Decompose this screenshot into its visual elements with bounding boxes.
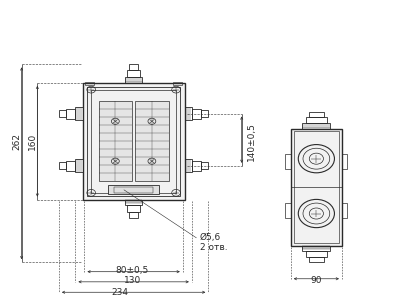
- Bar: [127, 70, 140, 77]
- Bar: [309, 257, 324, 262]
- Bar: [192, 109, 201, 119]
- Bar: [135, 101, 169, 181]
- Bar: [302, 246, 331, 251]
- Bar: [342, 203, 347, 218]
- Bar: [125, 77, 142, 83]
- Bar: [85, 82, 94, 85]
- Bar: [91, 90, 176, 193]
- Bar: [192, 161, 201, 171]
- Bar: [75, 107, 83, 120]
- Bar: [185, 107, 192, 120]
- Bar: [125, 200, 142, 205]
- Bar: [129, 64, 138, 70]
- Bar: [306, 117, 327, 123]
- Bar: [59, 110, 66, 117]
- Bar: [75, 159, 83, 172]
- Bar: [185, 159, 192, 172]
- Bar: [291, 129, 342, 246]
- Bar: [201, 110, 208, 117]
- Bar: [294, 131, 339, 243]
- Text: Ø5,6: Ø5,6: [200, 233, 221, 243]
- Bar: [285, 154, 291, 169]
- Text: 2 отв.: 2 отв.: [200, 243, 227, 252]
- Text: 262: 262: [13, 133, 21, 150]
- Bar: [201, 162, 208, 169]
- Bar: [306, 251, 327, 257]
- Bar: [285, 203, 291, 218]
- Bar: [127, 205, 140, 212]
- Text: 160: 160: [28, 133, 37, 150]
- Bar: [66, 161, 75, 171]
- Bar: [108, 185, 159, 194]
- Bar: [59, 162, 66, 169]
- Bar: [83, 83, 185, 200]
- Text: 80±0,5: 80±0,5: [116, 266, 149, 275]
- Bar: [342, 154, 347, 169]
- Bar: [66, 109, 75, 119]
- Text: 130: 130: [124, 276, 141, 286]
- Bar: [99, 101, 132, 181]
- Bar: [87, 87, 180, 196]
- Bar: [129, 212, 138, 218]
- Bar: [302, 123, 331, 129]
- Text: 90: 90: [310, 276, 322, 286]
- Text: 140±0,5: 140±0,5: [247, 122, 256, 161]
- Bar: [309, 112, 324, 117]
- Text: 234: 234: [111, 288, 129, 297]
- Bar: [114, 187, 153, 193]
- Bar: [173, 82, 182, 85]
